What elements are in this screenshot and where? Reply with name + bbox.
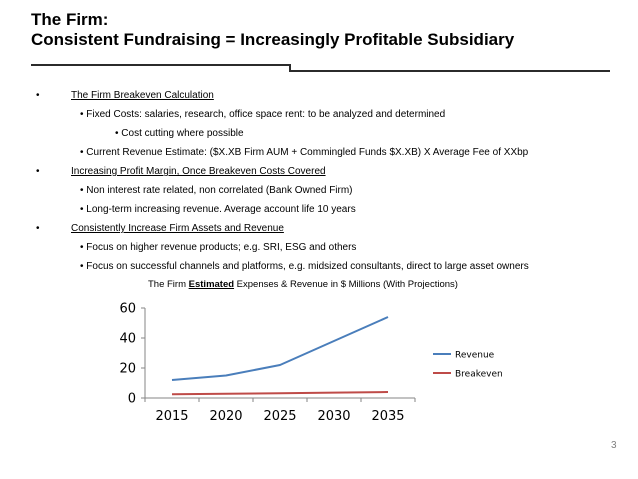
title-rule	[31, 64, 291, 66]
bullet-revenue-estimate: • Current Revenue Estimate: ($X.XB Firm …	[80, 147, 529, 158]
legend-label-breakeven: Breakeven	[455, 370, 503, 380]
bullet-cost-cutting: • Cost cutting where possible	[115, 128, 244, 139]
x-tick-label: 2020	[209, 409, 242, 424]
bullet-margin-heading: Increasing Profit Margin, Once Breakeven…	[36, 166, 326, 178]
y-tick-label: 0	[128, 392, 136, 407]
y-tick-label: 40	[119, 332, 136, 347]
page-number: 3	[611, 440, 617, 451]
bullet-higher-revenue: • Focus on higher revenue products; e.g.…	[80, 242, 357, 253]
chart-title-suffix: Expenses & Revenue in $ Millions (With P…	[234, 279, 458, 290]
title-rule-right	[289, 70, 610, 72]
legend-label-revenue: Revenue	[455, 351, 495, 361]
title-rule-step	[289, 64, 291, 71]
chart-title: The Firm Estimated Expenses & Revenue in…	[148, 279, 458, 291]
slide-title: The Firm: Consistent Fundraising = Incre…	[31, 10, 514, 50]
x-tick-label: 2035	[371, 409, 404, 424]
slide-title-line-1: The Firm:	[31, 10, 109, 29]
y-tick-label: 60	[119, 302, 136, 317]
series-line-breakeven	[171, 391, 389, 396]
series-line-revenue	[171, 316, 389, 381]
y-tick-label: 20	[119, 362, 136, 377]
bullet-long-term: • Long-term increasing revenue. Average …	[80, 204, 356, 215]
slide-title-line-2: Consistent Fundraising = Increasingly Pr…	[31, 30, 515, 49]
chart-title-prefix: The Firm	[148, 279, 189, 290]
bullet-channels: • Focus on successful channels and platf…	[80, 261, 529, 272]
bullet-fixed-costs: • Fixed Costs: salaries, research, offic…	[80, 109, 446, 120]
bullet-breakeven-heading: The Firm Breakeven Calculation	[36, 90, 214, 102]
bullet-non-interest: • Non interest rate related, non correla…	[80, 185, 353, 196]
line-chart: 0 20 40 60 2015 2020 2025 2030 2035 Revenue Breake…	[119, 302, 503, 425]
x-tick-label: 2025	[263, 409, 296, 424]
x-tick-label: 2030	[317, 409, 350, 424]
bullet-assets-heading: Consistently Increase Firm Assets and Re…	[36, 223, 284, 235]
chart-title-emphasis: Estimated	[188, 279, 235, 290]
x-tick-label: 2015	[155, 409, 188, 424]
